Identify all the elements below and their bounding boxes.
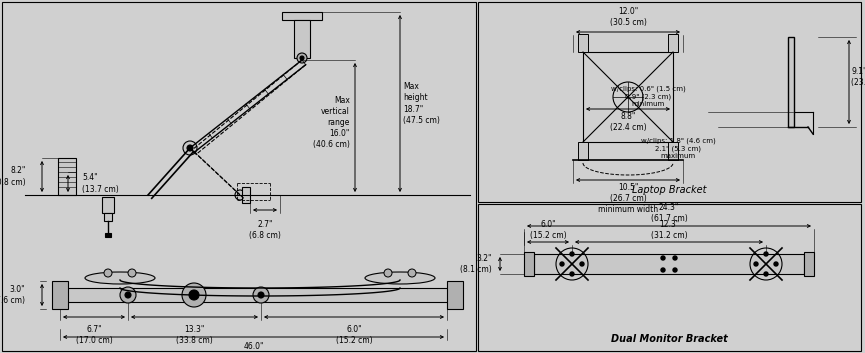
Text: Max
vertical
range
16.0"
(40.6 cm): Max vertical range 16.0" (40.6 cm) [313,96,350,149]
FancyBboxPatch shape [478,2,861,202]
Bar [804,252,814,276]
Circle shape [580,262,584,266]
FancyBboxPatch shape [478,204,861,351]
Circle shape [774,262,778,266]
Circle shape [661,256,665,260]
Circle shape [384,269,392,277]
Circle shape [570,272,574,276]
Text: w/clips: 1.8" (4.6 cm)
2.1" (5.3 cm)
maximum: w/clips: 1.8" (4.6 cm) 2.1" (5.3 cm) max… [641,137,715,159]
Bar [583,52,673,142]
Bar [102,197,114,213]
Bar [294,20,310,58]
Bar [242,187,250,203]
Bar [668,34,678,52]
Circle shape [182,283,206,307]
Text: 5.4"
(13.7 cm): 5.4" (13.7 cm) [82,173,119,193]
Bar [534,254,804,274]
Text: 8.8"
(22.4 cm): 8.8" (22.4 cm) [610,112,646,132]
Text: 6.7"
(17.0 cm): 6.7" (17.0 cm) [75,325,112,345]
Text: 8.2"
(20.8 cm): 8.2" (20.8 cm) [0,167,26,186]
Circle shape [408,269,416,277]
Bar [447,281,463,309]
Bar [668,142,678,160]
Ellipse shape [365,272,435,284]
Bar [524,252,534,276]
FancyBboxPatch shape [2,2,476,351]
Circle shape [673,268,677,272]
Text: 13.3"
(33.8 cm): 13.3" (33.8 cm) [176,325,213,345]
Text: 12.3"
(31.2 cm): 12.3" (31.2 cm) [650,220,688,240]
Text: 6.0"
(15.2 cm): 6.0" (15.2 cm) [529,220,567,240]
Bar [58,158,76,195]
Bar [52,281,68,309]
Bar [282,12,322,20]
Circle shape [673,256,677,260]
Text: 2.7"
(6.8 cm): 2.7" (6.8 cm) [249,220,281,240]
Circle shape [104,269,112,277]
Text: Dual Monitor Bracket: Dual Monitor Bracket [611,334,727,344]
Text: 3.0"
(7.6 cm): 3.0" (7.6 cm) [0,285,25,305]
Circle shape [235,190,245,200]
Circle shape [125,292,131,298]
Circle shape [560,262,564,266]
Bar [104,213,112,221]
Circle shape [258,292,264,298]
Circle shape [253,287,269,303]
Circle shape [189,290,199,300]
Circle shape [120,287,136,303]
Bar [788,37,794,127]
Circle shape [297,53,307,63]
Bar [578,142,588,160]
Bar [60,288,455,302]
Text: 24.3"
(61.7 cm): 24.3" (61.7 cm) [650,203,688,223]
Bar [578,34,588,52]
Circle shape [183,141,197,155]
Circle shape [570,252,574,256]
Text: 6.0"
(15.2 cm): 6.0" (15.2 cm) [336,325,372,345]
Text: 46.0"
(116.8 cm): 46.0" (116.8 cm) [233,342,274,353]
Ellipse shape [85,272,155,284]
Bar [105,233,111,237]
Circle shape [754,262,758,266]
Circle shape [764,272,768,276]
Text: w/clips: 0.6" (1.5 cm)
0.9" (2.3 cm)
minimum: w/clips: 0.6" (1.5 cm) 0.9" (2.3 cm) min… [611,85,685,107]
Text: 10.5"
(26.7 cm)
minimum width: 10.5" (26.7 cm) minimum width [598,183,658,214]
Text: Laptop Bracket: Laptop Bracket [631,185,706,195]
Text: 9.1"
(23.1 cm): 9.1" (23.1 cm) [851,67,865,87]
Text: Max
height
18.7"
(47.5 cm): Max height 18.7" (47.5 cm) [403,82,440,125]
Text: 12.0"
(30.5 cm): 12.0" (30.5 cm) [610,7,646,27]
Text: 3.2"
(8.1 cm): 3.2" (8.1 cm) [460,254,492,274]
Circle shape [661,268,665,272]
Circle shape [764,252,768,256]
Circle shape [187,145,193,151]
Circle shape [128,269,136,277]
Circle shape [300,56,304,60]
